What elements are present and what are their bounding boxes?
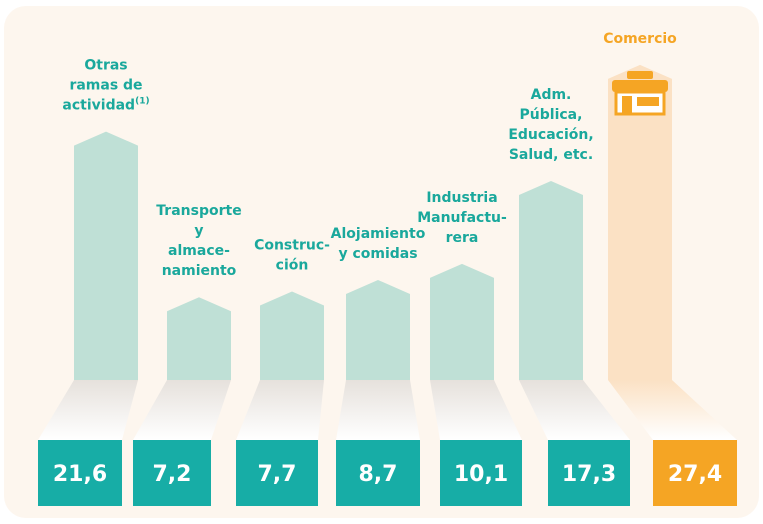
- value-box: [440, 440, 522, 506]
- value-box: [236, 440, 318, 506]
- bar-shadow: [519, 380, 630, 440]
- category-label: Educación,: [508, 127, 593, 143]
- value-box: [336, 440, 420, 506]
- bar: [346, 279, 410, 380]
- bar: [260, 291, 324, 380]
- category-label: Comercio: [603, 31, 677, 47]
- category-label-line: ramas de: [69, 78, 142, 94]
- bar: [74, 131, 138, 380]
- category-label-line: Manufactu-: [417, 210, 507, 226]
- bar-shadow: [38, 380, 138, 440]
- category-label: almace-: [168, 243, 230, 259]
- value-label: 7,2: [153, 462, 192, 487]
- bar-shadow: [336, 380, 420, 440]
- category-label: Industria: [426, 190, 497, 206]
- category-label-line: Pública,: [520, 107, 583, 123]
- footnote-mark: (1): [135, 96, 150, 106]
- shop-icon: [612, 71, 668, 116]
- category-label: ción: [276, 257, 309, 273]
- category-label-line: Industria: [426, 190, 497, 206]
- category-label-line: Educación,: [508, 127, 593, 143]
- category-label-line: Otras: [84, 58, 127, 74]
- category-label-line: Comercio: [603, 31, 677, 47]
- value-box: [653, 440, 737, 506]
- category-label: namiento: [162, 263, 237, 279]
- category-label-line: namiento: [162, 263, 237, 279]
- bar-shadow: [430, 380, 522, 440]
- category-label-line: y: [194, 223, 203, 239]
- category-label: actividad(1): [62, 96, 149, 114]
- bar: [608, 64, 672, 381]
- value-box: [133, 440, 211, 506]
- category-label-line: Alojamiento: [331, 226, 426, 242]
- bar-shadow: [236, 380, 324, 440]
- category-label-line: rera: [446, 230, 479, 246]
- value-label: 27,4: [668, 462, 722, 487]
- value-label: 8,7: [359, 462, 398, 487]
- bar: [167, 297, 231, 380]
- bar: [430, 263, 494, 380]
- category-label: Otras: [84, 58, 127, 74]
- bar: [519, 181, 583, 380]
- value-label: 10,1: [454, 462, 508, 487]
- bar-shadow: [608, 380, 737, 440]
- category-label: Transporte: [156, 203, 241, 219]
- category-label-line: Adm.: [531, 87, 572, 103]
- value-label: 17,3: [562, 462, 616, 487]
- category-label-line: actividad: [62, 98, 135, 114]
- category-label-line: Construc-: [254, 237, 330, 253]
- bar-shadow: [133, 380, 231, 440]
- category-label-line: Transporte: [156, 203, 241, 219]
- category-label-line: Salud, etc.: [509, 147, 593, 163]
- category-label: Pública,: [520, 107, 583, 123]
- category-label: rera: [446, 230, 479, 246]
- value-box: [548, 440, 630, 506]
- category-label: Salud, etc.: [509, 147, 593, 163]
- category-label: Construc-: [254, 237, 330, 253]
- category-label: Adm.: [531, 87, 572, 103]
- category-label: Alojamiento: [331, 226, 426, 242]
- category-label-line: ción: [276, 257, 309, 273]
- value-label: 7,7: [258, 462, 297, 487]
- category-label: ramas de: [69, 78, 142, 94]
- value-label: 21,6: [53, 462, 107, 487]
- category-label: y comidas: [338, 246, 417, 262]
- category-label: Manufactu-: [417, 210, 507, 226]
- category-label-line: y comidas: [338, 246, 417, 262]
- category-label: y: [194, 223, 203, 239]
- category-label-line: almace-: [168, 243, 230, 259]
- value-box: [38, 440, 122, 506]
